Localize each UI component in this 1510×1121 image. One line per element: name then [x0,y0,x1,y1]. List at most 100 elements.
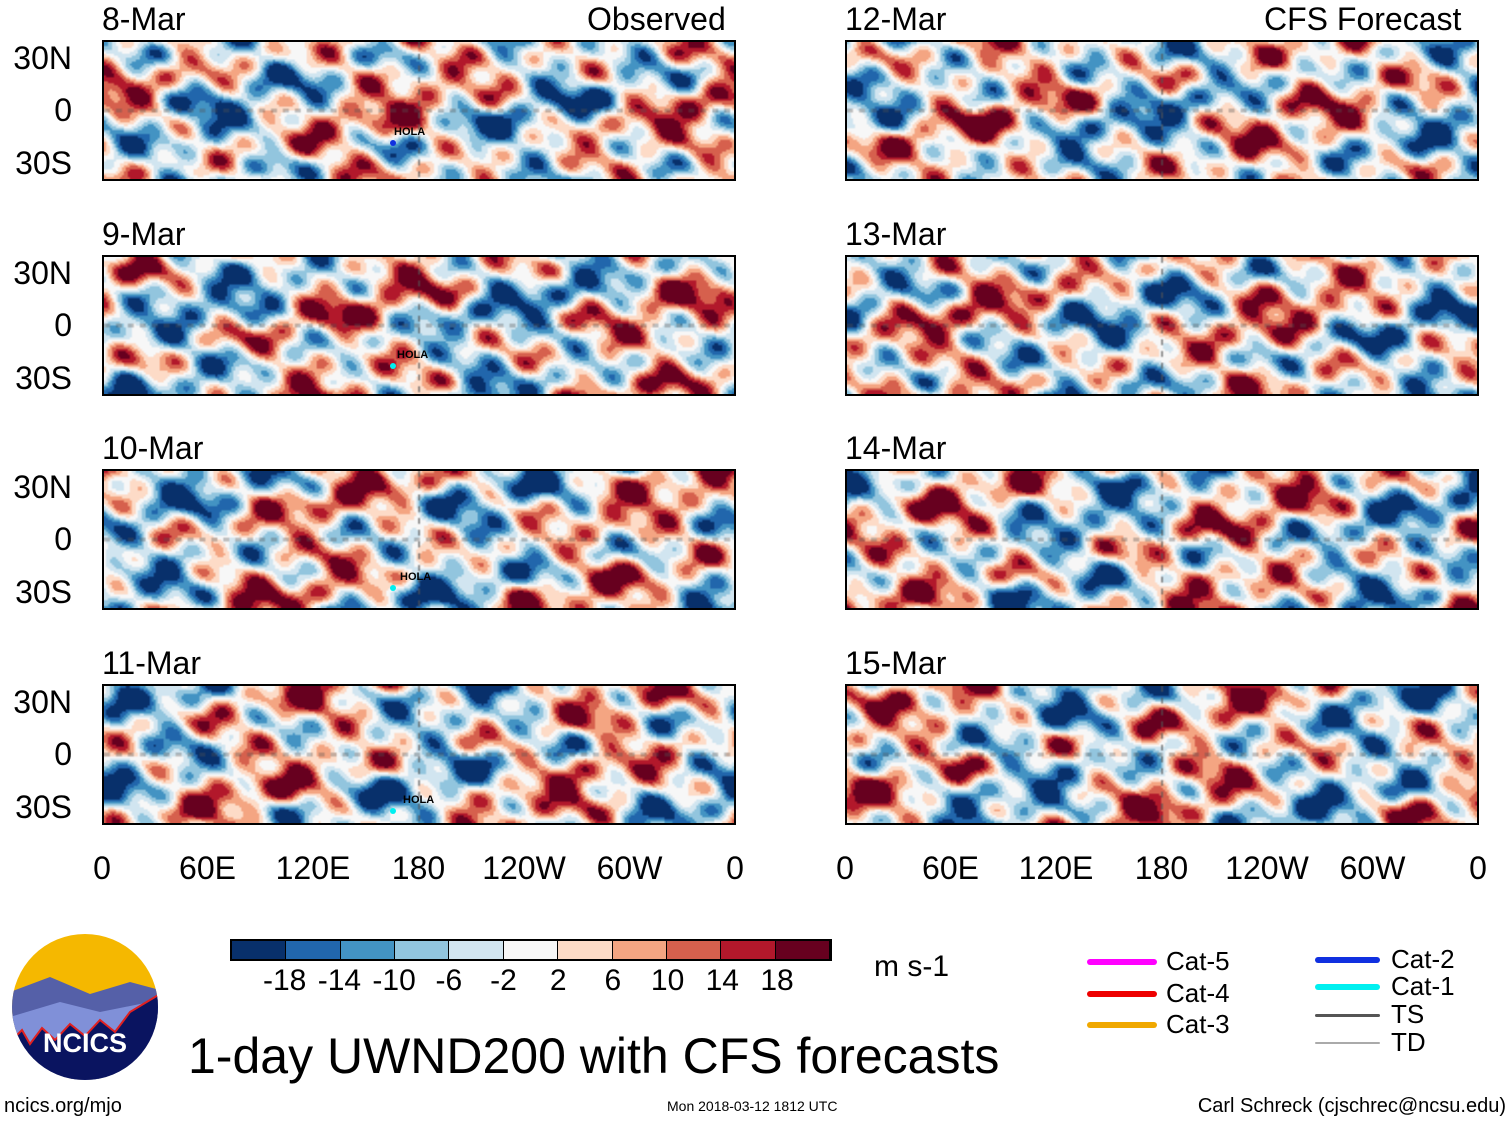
wind-field-map [104,686,734,823]
wind-field-map [847,257,1477,394]
colorbar-bin [449,941,504,959]
lon-label: 120W [1225,850,1309,886]
lon-label: 0 [726,850,744,886]
colorbar-bin [721,941,776,959]
lon-label: 0 [1469,850,1487,886]
lat-label: 0 [54,736,72,772]
colorbar-label: 10 [650,964,685,997]
panel-date: 13-Mar [845,216,947,252]
ncics-logo: NCICS [10,932,160,1082]
colorbar-label: -14 [317,964,362,997]
legend-line-cat-2 [1315,957,1380,963]
legend-line-cat-3 [1087,1022,1157,1028]
lon-label: 120E [1018,850,1094,886]
colorbar [230,939,832,961]
map-panel [102,469,736,610]
panel-date: 15-Mar [845,645,947,681]
figure-title: 1-day UWND200 with CFS forecasts [188,1028,1000,1084]
panel-date: 12-Mar [845,1,947,37]
lon-label: 60E [922,850,979,886]
storm-label: HOLA [400,571,432,583]
lat-label: 0 [54,307,72,343]
legend-label: TD [1391,1027,1426,1057]
colorbar-bin [232,941,287,959]
colorbar-bin [558,941,613,959]
colorbar-label: 2 [549,964,567,997]
map-panel [102,255,736,396]
forecast-label: CFS Forecast [1264,1,1462,37]
legend-label: Cat-3 [1166,1009,1230,1039]
storm-label: HOLA [397,349,429,361]
panel-date: 14-Mar [845,430,947,466]
wind-field-map [847,471,1477,608]
lon-label: 60W [596,850,663,886]
lat-label: 30N [13,255,72,291]
lon-label: 180 [391,850,446,886]
timestamp: Mon 2018-03-12 1812 UTC [667,1098,838,1114]
colorbar-label: 18 [760,964,794,997]
wind-field-map [104,42,734,179]
colorbar-units: m s-1 [874,950,949,983]
colorbar-bin [340,941,396,959]
map-panel [845,684,1479,825]
lat-label: 30N [13,684,72,720]
colorbar-bin [286,941,341,959]
lon-label: 180 [1134,850,1189,886]
lat-label: 0 [54,92,72,128]
map-panel [845,469,1479,610]
lat-label: 30N [13,469,72,505]
legend-line-cat-5 [1087,959,1157,965]
lat-label: 30S [15,789,72,825]
map-panel [845,255,1479,396]
storm-label: HOLA [403,794,435,806]
lon-label: 60E [179,850,236,886]
author-credit: Carl Schreck (cjschrec@ncsu.edu) [1197,1095,1506,1117]
map-panel [102,40,736,181]
map-panel [845,40,1479,181]
observed-label: Observed [587,1,726,37]
lon-label: 120W [482,850,566,886]
logo-text: NCICS [42,1028,127,1058]
colorbar-label: 6 [604,964,622,997]
wind-field-map [847,42,1477,179]
colorbar-bin [612,941,667,959]
colorbar-label: -10 [372,964,416,997]
legend-line-ts [1315,1013,1380,1017]
lat-label: 0 [54,521,72,557]
panel-date: 11-Mar [102,645,201,681]
legend-line-td [1315,1042,1380,1044]
lat-label: 30S [15,145,72,181]
panel-date: 9-Mar [102,216,186,252]
storm-track-marker [390,140,396,146]
legend-label: TS [1391,999,1425,1029]
lat-label: 30S [15,360,72,396]
legend-line-cat-4 [1087,991,1157,997]
wind-field-map [104,471,734,608]
lat-label: 30S [15,574,72,610]
colorbar-bin [395,941,450,959]
lon-label: 0 [836,850,854,886]
lon-label: 0 [93,850,111,886]
lat-label: 30N [13,40,72,76]
colorbar-label: 14 [705,964,739,997]
map-panel [102,684,736,825]
colorbar-bin [775,941,830,959]
storm-track-marker [390,363,396,369]
colorbar-label: -6 [435,964,463,997]
legend-label: Cat-2 [1391,944,1455,974]
colorbar-label: -2 [490,964,517,997]
storm-track-marker [390,585,396,591]
website-link: ncics.org/mjo [4,1095,122,1117]
colorbar-bin [666,941,722,959]
colorbar-bin [503,941,559,959]
storm-track-marker [390,808,396,814]
legend-label: Cat-5 [1166,946,1230,976]
lon-label: 120E [275,850,351,886]
storm-label: HOLA [394,126,426,138]
panel-date: 10-Mar [102,430,204,466]
legend-label: Cat-1 [1391,971,1455,1001]
wind-field-map [104,257,734,394]
legend-label: Cat-4 [1166,978,1230,1008]
wind-field-map [847,686,1477,823]
